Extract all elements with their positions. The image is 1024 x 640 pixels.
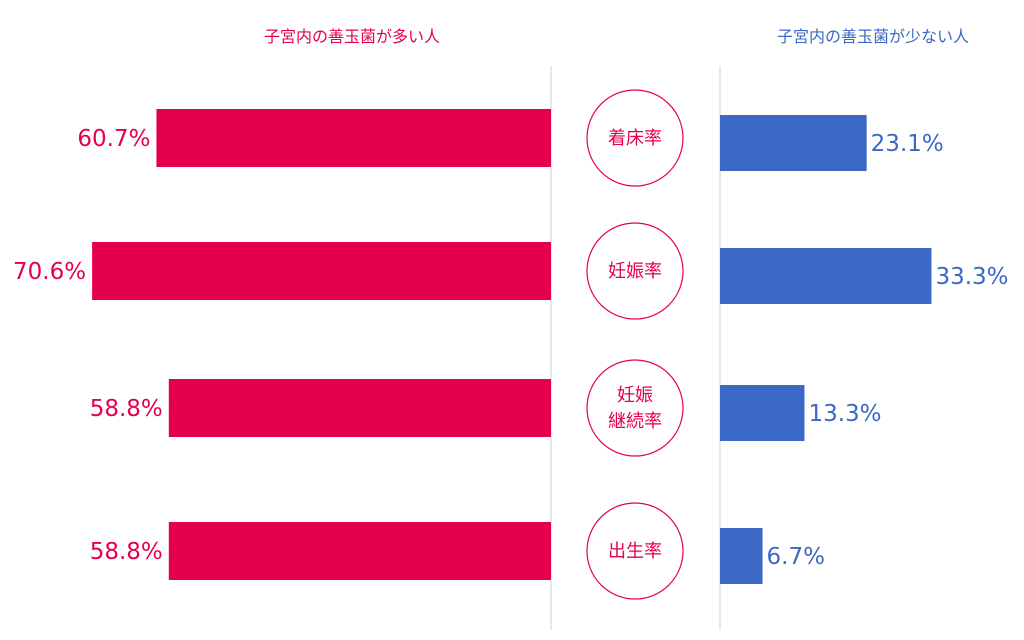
category-label: 妊娠率 xyxy=(608,261,662,282)
category-circle xyxy=(586,502,684,600)
category-label: 着床率 xyxy=(608,128,662,149)
right-value-label: 23.1% xyxy=(871,131,944,157)
category-label: 継続率 xyxy=(608,411,662,432)
right-bar xyxy=(720,385,805,441)
right-bar xyxy=(720,528,763,584)
left-bar xyxy=(92,242,551,300)
right-bar xyxy=(720,115,867,171)
right-series-header: 子宮内の善玉菌が少ない人 xyxy=(777,27,969,46)
category-circle xyxy=(586,222,684,320)
left-bar xyxy=(156,109,551,167)
category-label: 妊娠 xyxy=(617,385,653,406)
category-circle xyxy=(586,359,684,457)
category-circle xyxy=(586,89,684,187)
left-bar xyxy=(168,379,552,437)
left-value-label: 70.6% xyxy=(13,259,86,285)
left-value-label: 60.7% xyxy=(77,126,150,152)
chart-marks: 60.7% 23.1% 着床率 70.6% 33.3% 妊娠率 58.8% 13.3% 妊娠継続… xyxy=(13,89,1009,600)
right-value-label: 13.3% xyxy=(808,401,881,427)
right-value-label: 33.3% xyxy=(935,264,1008,290)
left-series-header: 子宮内の善玉菌が多い人 xyxy=(264,27,440,46)
left-value-label: 58.8% xyxy=(90,396,163,422)
left-bar xyxy=(168,522,552,580)
left-value-label: 58.8% xyxy=(90,539,163,565)
right-value-label: 6.7% xyxy=(767,544,825,570)
right-bar xyxy=(720,248,932,304)
category-label: 出生率 xyxy=(608,541,662,562)
